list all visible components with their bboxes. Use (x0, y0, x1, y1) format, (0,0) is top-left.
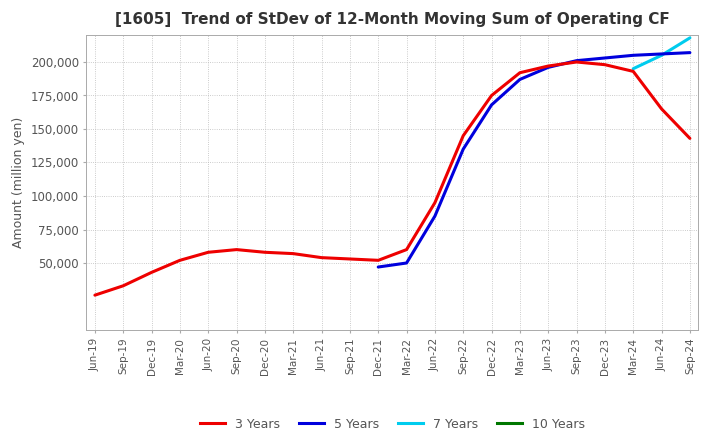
3 Years (402, 247, 411, 252)
5 Years (516, 77, 524, 82)
Y-axis label: Amount (million yen): Amount (million yen) (12, 117, 25, 248)
3 Years (544, 63, 552, 69)
3 Years (91, 293, 99, 298)
3 Years (176, 258, 184, 263)
5 Years (600, 55, 609, 61)
3 Years (261, 249, 269, 255)
3 Years (487, 93, 496, 98)
Line: 5 Years: 5 Years (378, 53, 690, 267)
5 Years (487, 102, 496, 107)
5 Years (544, 65, 552, 70)
Title: [1605]  Trend of StDev of 12-Month Moving Sum of Operating CF: [1605] Trend of StDev of 12-Month Moving… (115, 12, 670, 27)
5 Years (459, 147, 467, 152)
5 Years (572, 58, 581, 63)
3 Years (657, 106, 666, 111)
3 Years (148, 270, 156, 275)
3 Years (233, 247, 241, 252)
3 Years (629, 69, 637, 74)
Line: 3 Years: 3 Years (95, 62, 690, 295)
3 Years (685, 136, 694, 141)
3 Years (600, 62, 609, 67)
3 Years (459, 133, 467, 138)
Line: 7 Years: 7 Years (633, 38, 690, 69)
5 Years (431, 213, 439, 219)
3 Years (204, 249, 212, 255)
3 Years (431, 200, 439, 205)
7 Years (629, 66, 637, 71)
3 Years (374, 258, 382, 263)
5 Years (629, 53, 637, 58)
3 Years (572, 59, 581, 65)
7 Years (657, 53, 666, 58)
5 Years (374, 264, 382, 270)
5 Years (402, 260, 411, 266)
Legend: 3 Years, 5 Years, 7 Years, 10 Years: 3 Years, 5 Years, 7 Years, 10 Years (195, 413, 590, 436)
7 Years (685, 35, 694, 40)
5 Years (657, 51, 666, 57)
3 Years (516, 70, 524, 75)
5 Years (685, 50, 694, 55)
3 Years (119, 283, 127, 289)
3 Years (289, 251, 297, 256)
3 Years (346, 257, 354, 262)
3 Years (318, 255, 326, 260)
